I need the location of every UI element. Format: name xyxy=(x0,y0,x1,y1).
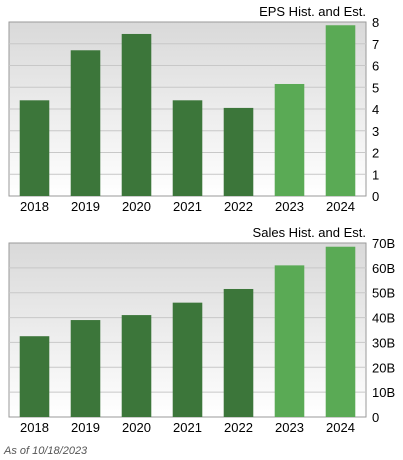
y-tick-label: 20B xyxy=(372,360,395,375)
sales-chart: Sales Hist. and Est. 0 10B 20B 30B 40B 50B 60B… xyxy=(8,225,395,435)
y-tick-label: 6 xyxy=(372,59,379,74)
chart-title: EPS Hist. and Est. xyxy=(259,4,366,19)
y-tick-label: 40B xyxy=(372,311,395,326)
bar-2024 xyxy=(325,25,356,197)
bar-2022 xyxy=(223,288,254,417)
x-tick-label: 2023 xyxy=(275,199,304,214)
y-tick-label: 60B xyxy=(372,261,395,276)
chart-title: Sales Hist. and Est. xyxy=(253,225,366,240)
y-tick-label: 4 xyxy=(372,102,379,117)
y-tick-label: 7 xyxy=(372,37,379,52)
y-tick-label: 2 xyxy=(372,146,379,161)
x-tick-label: 2018 xyxy=(20,199,49,214)
x-tick-labels: 2018 2019 2020 2021 2022 2023 2024 xyxy=(20,199,355,214)
bar-2024 xyxy=(325,246,356,417)
bar-2022 xyxy=(223,107,254,196)
x-tick-label: 2020 xyxy=(122,199,151,214)
bar-2021 xyxy=(172,302,203,417)
bar-2020 xyxy=(121,33,152,197)
y-tick-label: 10B xyxy=(372,385,395,400)
x-tick-label: 2022 xyxy=(224,199,253,214)
bar-2021 xyxy=(172,100,203,196)
y-tick-label: 3 xyxy=(372,124,379,139)
y-tick-label: 0 xyxy=(372,410,379,425)
bar-2023 xyxy=(274,83,305,196)
bars xyxy=(19,246,356,417)
as-of-date: As of 10/18/2023 xyxy=(4,445,88,457)
x-tick-label: 2020 xyxy=(122,420,151,435)
y-tick-label: 50B xyxy=(372,286,395,301)
x-tick-labels: 2018 2019 2020 2021 2022 2023 2024 xyxy=(20,420,355,435)
x-tick-label: 2021 xyxy=(173,420,202,435)
bar-2019 xyxy=(70,320,101,417)
bar-2018 xyxy=(19,100,50,196)
y-tick-label: 5 xyxy=(372,80,379,95)
eps-chart: EPS Hist. and Est. 0 1 2 3 4 5 6 7 8 2018 2019 202… xyxy=(8,4,379,214)
y-tick-labels: 0 10B 20B 30B 40B 50B 60B 70B xyxy=(372,236,395,425)
x-tick-label: 2023 xyxy=(275,420,304,435)
y-tick-label: 0 xyxy=(372,189,379,204)
y-tick-label: 70B xyxy=(372,236,395,251)
x-tick-label: 2019 xyxy=(71,420,100,435)
y-tick-label: 30B xyxy=(372,335,395,350)
x-tick-label: 2021 xyxy=(173,199,202,214)
x-tick-label: 2024 xyxy=(326,420,355,435)
bar-2020 xyxy=(121,315,152,417)
bar-2019 xyxy=(70,50,101,197)
y-tick-label: 8 xyxy=(372,15,379,30)
x-tick-label: 2019 xyxy=(71,199,100,214)
bar-2018 xyxy=(19,336,50,417)
gridlines xyxy=(9,43,366,175)
x-tick-label: 2022 xyxy=(224,420,253,435)
y-tick-labels: 0 1 2 3 4 5 6 7 8 xyxy=(372,15,379,204)
y-tick-label: 1 xyxy=(372,167,379,182)
bars xyxy=(19,25,356,197)
x-tick-label: 2024 xyxy=(326,199,355,214)
x-tick-label: 2018 xyxy=(20,420,49,435)
bar-2023 xyxy=(274,265,305,417)
